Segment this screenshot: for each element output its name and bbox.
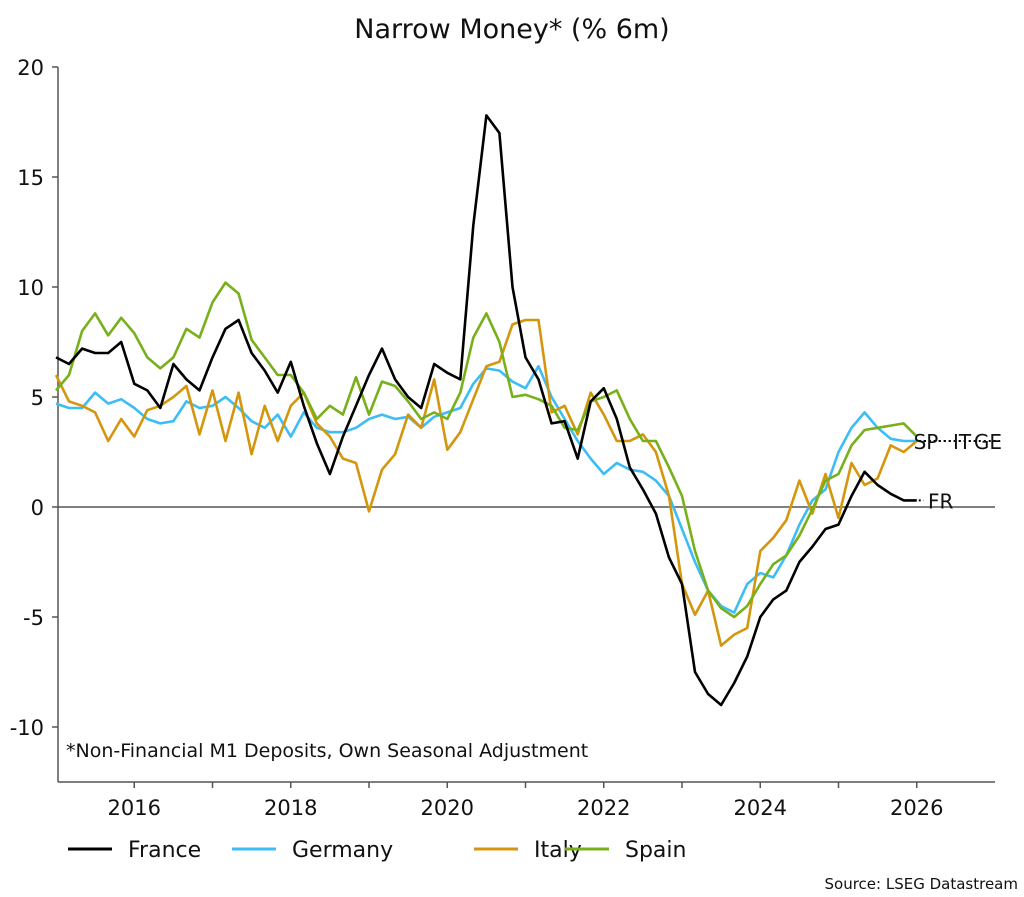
y-tick-label: 20 bbox=[17, 56, 44, 80]
y-tick-label: -10 bbox=[10, 716, 44, 740]
end-label-it: IT bbox=[953, 430, 972, 454]
series-lines bbox=[54, 114, 918, 707]
x-tick-label: 2024 bbox=[734, 796, 787, 820]
x-tick-label: 2026 bbox=[890, 796, 943, 820]
y-tick-label: -5 bbox=[23, 606, 44, 630]
y-tick-label: 5 bbox=[31, 386, 44, 410]
legend-label-france: France bbox=[128, 838, 201, 863]
series-line-germany bbox=[55, 364, 917, 614]
y-tick-label: 0 bbox=[31, 496, 44, 520]
x-tick-label: 2016 bbox=[108, 796, 161, 820]
chart-title: Narrow Money* (% 6m) bbox=[354, 14, 669, 45]
series-line-italy bbox=[54, 318, 918, 647]
y-tick-label: 15 bbox=[17, 166, 44, 190]
end-label-fr: FR bbox=[928, 489, 954, 513]
series-line-france bbox=[55, 114, 917, 707]
x-tick-label: 2018 bbox=[264, 796, 317, 820]
legend: France Germany Italy Spain bbox=[68, 838, 686, 863]
y-tick-label: 10 bbox=[17, 276, 44, 300]
end-label-ge: GE bbox=[974, 430, 1002, 454]
legend-label-spain: Spain bbox=[625, 838, 686, 863]
footnote: *Non-Financial M1 Deposits, Own Seasonal… bbox=[66, 740, 588, 762]
x-tick-label: 2020 bbox=[421, 796, 474, 820]
series-line-spain bbox=[55, 281, 918, 619]
legend-label-germany: Germany bbox=[292, 838, 393, 863]
x-tick-label: 2022 bbox=[577, 796, 630, 820]
axes: 20 15 10 5 0 -5 -10 2016 2018 2020 2022 2024 2026 bbox=[10, 56, 995, 820]
source-note: Source: LSEG Datastream bbox=[825, 875, 1018, 893]
end-label-sp: SP bbox=[914, 430, 939, 454]
